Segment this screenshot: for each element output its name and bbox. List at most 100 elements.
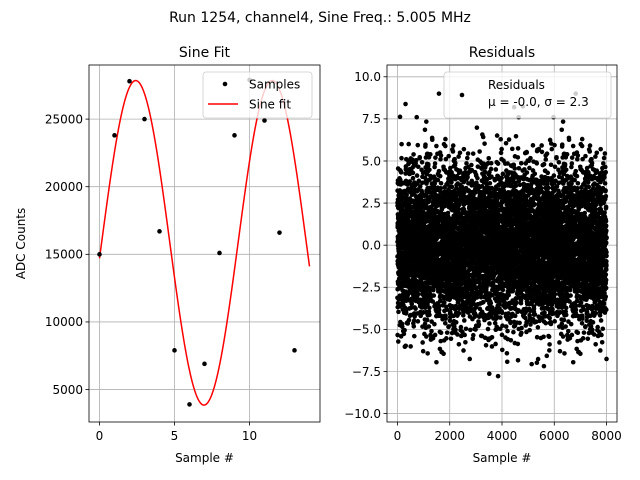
residual-point	[438, 186, 444, 191]
sample-point	[187, 402, 192, 407]
sample-point	[97, 252, 102, 257]
residual-point	[508, 337, 514, 343]
figure-suptitle: Run 1254, channel4, Sine Freq.: 5.005 MH…	[169, 10, 471, 26]
residual-point	[503, 324, 509, 329]
residual-point	[476, 322, 482, 327]
sample-point	[277, 230, 282, 235]
sample-point	[217, 250, 222, 256]
residual-point	[428, 152, 433, 157]
sine-fit-title: Sine Fit	[179, 45, 231, 61]
residual-point	[424, 219, 429, 224]
residual-point	[512, 166, 518, 171]
residual-point	[417, 154, 423, 160]
legend-sine-fit-label: Sine fit	[249, 98, 291, 112]
residual-point	[420, 340, 425, 345]
residual-point	[426, 162, 431, 167]
residual-point	[461, 318, 467, 323]
residual-point	[498, 136, 504, 142]
residual-point	[412, 314, 417, 319]
residual-point	[470, 151, 476, 156]
sine-fit-xtick-label: 5	[171, 429, 179, 443]
residual-point	[517, 320, 522, 326]
residual-point	[477, 149, 482, 154]
residual-point	[465, 155, 470, 161]
residual-point	[407, 179, 413, 184]
residual-point	[411, 152, 416, 157]
residual-point	[493, 167, 499, 172]
sine-fit-ytick-label: 25000	[45, 112, 83, 126]
residual-point	[422, 127, 428, 133]
residual-point	[401, 331, 407, 337]
residual-point	[499, 347, 505, 353]
residual-point	[420, 348, 426, 354]
residual-point	[503, 140, 509, 146]
sine-fit-xlabel: Sample #	[175, 451, 234, 465]
residual-point	[489, 334, 495, 340]
residual-point	[482, 141, 487, 146]
residual-point	[404, 192, 409, 198]
sample-point	[262, 118, 267, 123]
residual-point	[512, 313, 518, 319]
sample-point	[202, 361, 207, 367]
residual-point	[514, 300, 519, 306]
residual-point	[423, 294, 429, 300]
residual-point	[450, 149, 456, 154]
residual-point	[406, 141, 411, 147]
residual-point	[396, 309, 401, 315]
residual-point	[413, 306, 418, 312]
residual-point	[518, 298, 524, 303]
residual-point	[504, 350, 510, 356]
residual-point	[442, 320, 448, 326]
residual-point	[448, 336, 454, 342]
residual-point	[449, 184, 455, 190]
residual-point	[425, 351, 430, 356]
residual-point	[461, 146, 467, 152]
residual-point	[465, 151, 471, 156]
residual-point	[515, 357, 521, 363]
residual-point	[405, 321, 411, 326]
sine-fit-ylabel: ADC Counts	[14, 208, 28, 280]
residual-point	[515, 155, 521, 160]
residual-point	[513, 183, 519, 189]
residual-point	[506, 137, 512, 142]
residual-point	[395, 332, 400, 338]
residual-point	[415, 142, 421, 148]
sine-fit-ytick-label: 5000	[52, 383, 83, 397]
sine-fit-ytick-label: 20000	[45, 180, 83, 194]
residual-point	[399, 155, 404, 161]
residual-point	[441, 351, 446, 357]
residual-point	[413, 157, 419, 163]
residual-point	[426, 324, 432, 329]
residual-point	[411, 318, 417, 324]
residual-point	[481, 299, 486, 305]
residual-point	[402, 327, 407, 333]
residual-point	[427, 312, 432, 318]
legend-samples-label: Samples	[249, 78, 300, 92]
residual-point	[456, 206, 461, 212]
residual-point	[423, 334, 429, 339]
residual-point	[519, 325, 524, 331]
sample-point	[112, 133, 117, 138]
residual-point	[493, 341, 498, 347]
residual-point	[463, 340, 468, 345]
residual-point	[474, 125, 480, 130]
residual-point	[486, 156, 492, 161]
residual-point	[415, 164, 421, 170]
residual-point	[406, 317, 412, 323]
residual-point	[409, 301, 415, 307]
residual-point	[397, 114, 403, 120]
residual-point	[519, 330, 524, 336]
residual-point	[438, 330, 444, 336]
residual-point	[504, 359, 510, 365]
sine-fit-legend: Samples Sine fit	[202, 71, 313, 119]
residual-point	[434, 359, 439, 365]
residual-point	[518, 160, 524, 166]
residual-point	[462, 332, 467, 338]
residual-point	[414, 173, 420, 178]
residual-point	[488, 160, 494, 166]
residual-point	[499, 146, 504, 152]
sample-point	[127, 78, 132, 84]
residual-point	[424, 119, 429, 124]
